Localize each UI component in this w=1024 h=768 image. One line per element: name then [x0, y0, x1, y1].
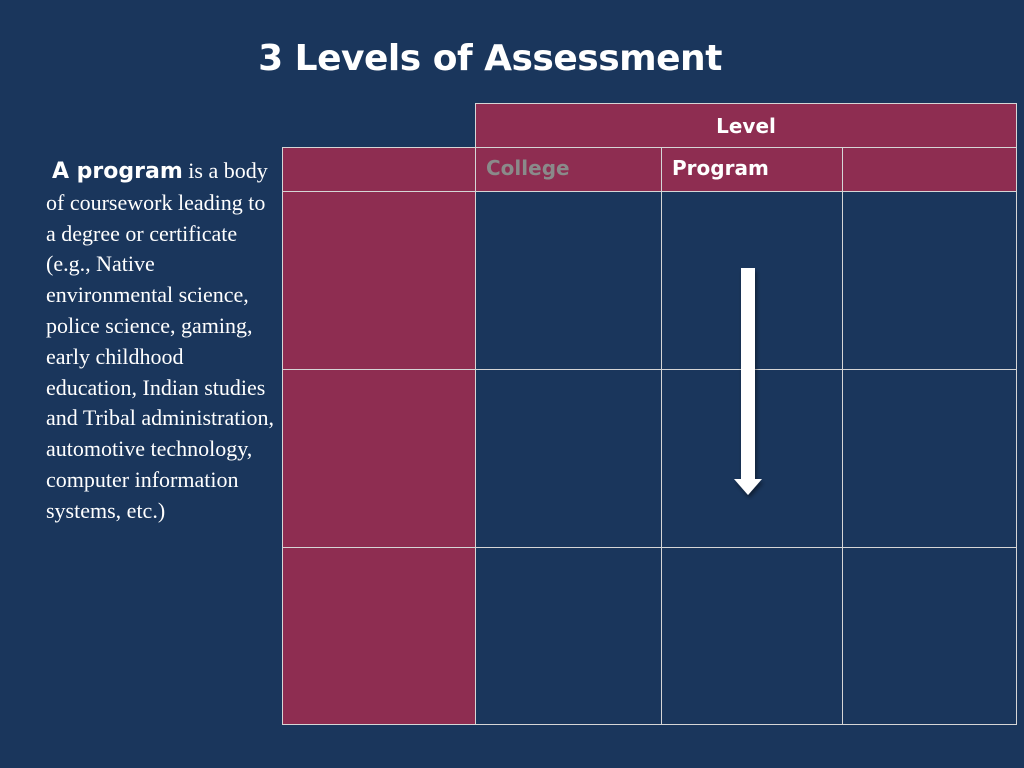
table-cell — [842, 547, 1017, 725]
column-header-empty — [842, 147, 1017, 192]
down-arrow-icon — [734, 268, 762, 495]
row-header-cell — [282, 191, 476, 370]
column-label-college: College — [486, 156, 570, 180]
program-definition: A program is a body of coursework leadin… — [46, 156, 276, 527]
level-header-label: Level — [716, 114, 776, 138]
definition-text: is a body of coursework leading to a deg… — [46, 158, 274, 523]
level-header-cell: Level — [475, 103, 1017, 148]
row-header-cell — [282, 547, 476, 725]
column-header-college: College — [475, 147, 662, 192]
slide-title: 3 Levels of Assessment — [258, 38, 722, 79]
column-label-program: Program — [672, 156, 769, 180]
table-cell — [661, 547, 843, 725]
table-cell — [842, 191, 1017, 370]
definition-term: A program — [52, 159, 183, 184]
table-cell — [842, 369, 1017, 548]
table-cell — [475, 191, 662, 370]
row-header-cell — [282, 369, 476, 548]
column-header-program: Program — [661, 147, 843, 192]
table-cell — [475, 547, 662, 725]
table-cell — [475, 369, 662, 548]
corner-cell — [282, 147, 476, 192]
